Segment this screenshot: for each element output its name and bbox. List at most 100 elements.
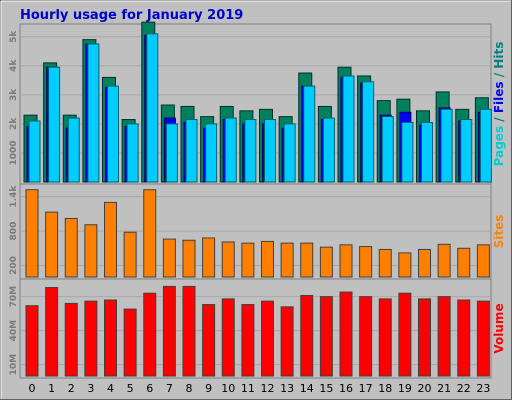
- bar-pages-15: [322, 117, 335, 183]
- bar-pages-7: [165, 123, 178, 183]
- bar-sites-23: [476, 244, 490, 278]
- bar-sites-9: [202, 237, 216, 278]
- bar-sites-4: [104, 201, 117, 278]
- bar-sites-1: [45, 211, 59, 278]
- y-tick-label-volume-0: 10M: [9, 354, 19, 376]
- x-tick-label-2: 2: [68, 382, 75, 395]
- bar-volume-16: [339, 291, 353, 377]
- bar-pages-6: [146, 33, 159, 183]
- bar-volume-7: [162, 285, 176, 377]
- y-tick-label-top-4: 5k: [9, 30, 19, 43]
- bar-volume-0: [25, 305, 39, 377]
- bar-volume-12: [261, 300, 274, 377]
- bar-sites-21: [437, 243, 451, 278]
- bar-pages-19: [401, 121, 414, 183]
- y-tick-label-volume-1: 40M: [9, 320, 19, 342]
- bar-volume-15: [319, 296, 333, 377]
- x-tick-label-3: 3: [87, 382, 94, 395]
- bar-sites-2: [64, 217, 78, 278]
- x-tick-label-4: 4: [107, 382, 114, 395]
- legend-sites-part-0: Sites: [492, 215, 506, 249]
- bar-pages-4: [107, 85, 119, 183]
- bar-sites-11: [241, 242, 255, 278]
- bar-volume-2: [64, 302, 78, 377]
- bar-sites-20: [418, 248, 431, 278]
- bar-sites-17: [359, 246, 373, 278]
- x-tick-label-15: 15: [319, 382, 333, 395]
- y-tick-label-volume-2: 70M: [9, 286, 19, 308]
- bar-volume-6: [143, 292, 157, 377]
- x-axis-hour-labels: 0 1 2 3 4 5 6 7 8 9 10 11 12 13 14 15 16 17 18 19 20 21 22 23: [29, 382, 491, 395]
- y-tick-label-top-1: 2k: [9, 117, 19, 130]
- x-tick-label-23: 23: [476, 382, 490, 395]
- bar-sites-12: [261, 240, 274, 278]
- x-tick-label-6: 6: [146, 382, 153, 395]
- bar-pages-13: [283, 123, 296, 183]
- bar-pages-0: [28, 120, 41, 183]
- y-tick-label-sites-2: 1.4k: [9, 185, 19, 208]
- bar-volume-10: [221, 298, 235, 377]
- chart-title: Hourly usage for January 2019: [20, 8, 243, 23]
- x-tick-label-11: 11: [241, 382, 255, 395]
- panel-hits-files-pages: 1000 2k 3k 4k 5k Pages / Files / Hits: [9, 21, 506, 185]
- legend-volume: Volume: [492, 303, 506, 353]
- panel-volume-frame: [19, 278, 492, 379]
- bar-volume-4: [104, 299, 117, 377]
- bar-volume-20: [418, 298, 431, 377]
- bar-pages-5: [126, 123, 139, 183]
- bar-volume-9: [202, 304, 216, 377]
- bar-pages-12: [264, 119, 276, 183]
- y-tick-label-top-0: 1000: [9, 140, 19, 165]
- panel-sites: 200 800 1.4k Sites: [9, 183, 506, 280]
- bar-volume-1: [45, 287, 59, 377]
- y-tick-label-sites-1: 800: [9, 222, 19, 241]
- bar-sites-13: [280, 242, 294, 278]
- bar-pages-3: [87, 43, 100, 183]
- bar-volume-23: [476, 300, 490, 377]
- x-tick-label-16: 16: [339, 382, 353, 395]
- bar-pages-11: [244, 119, 257, 183]
- bar-sites-6: [143, 189, 157, 278]
- bar-sites-7: [162, 238, 176, 278]
- bar-pages-1: [48, 66, 61, 183]
- legend-top: Pages / Files / Hits: [492, 42, 506, 167]
- bar-volume-8: [182, 285, 196, 377]
- bar-sites-16: [339, 244, 353, 278]
- x-tick-label-13: 13: [280, 382, 294, 395]
- bar-pages-17: [362, 81, 375, 183]
- legend-top-part-3: /: [492, 69, 506, 82]
- bar-sites-14: [300, 242, 314, 278]
- bar-volume-5: [123, 308, 137, 377]
- bar-pages-21: [440, 108, 453, 183]
- legend-volume-part-0: Volume: [492, 303, 506, 353]
- bar-pages-20: [421, 121, 433, 183]
- x-tick-label-12: 12: [261, 382, 275, 395]
- bar-sites-0: [25, 189, 39, 278]
- bar-pages-23: [479, 108, 492, 183]
- x-tick-label-22: 22: [457, 382, 471, 395]
- bar-volume-14: [300, 294, 314, 377]
- bar-volume-18: [378, 298, 392, 377]
- bar-pages-10: [224, 117, 237, 183]
- bar-pages-16: [342, 75, 355, 183]
- x-tick-label-20: 20: [418, 382, 432, 395]
- bar-sites-15: [319, 246, 333, 278]
- bar-sites-3: [84, 224, 98, 278]
- bar-volume-11: [241, 304, 255, 377]
- bar-pages-14: [303, 85, 316, 183]
- bar-pages-9: [205, 123, 218, 183]
- x-tick-label-19: 19: [398, 382, 412, 395]
- bar-volume-22: [457, 299, 471, 377]
- x-tick-label-10: 10: [221, 382, 235, 395]
- x-tick-label-8: 8: [186, 382, 193, 395]
- bar-sites-10: [221, 241, 235, 278]
- legend-sites: Sites: [492, 215, 506, 249]
- y-tick-label-top-3: 4k: [9, 59, 19, 72]
- legend-top-part-0: Pages: [492, 126, 506, 166]
- x-tick-label-7: 7: [166, 382, 173, 395]
- legend-top-part-2: Files: [492, 81, 506, 113]
- bar-pages-2: [67, 117, 80, 183]
- bar-sites-19: [398, 252, 412, 278]
- panel-volume: 10M 40M 70M Volume: [9, 278, 506, 379]
